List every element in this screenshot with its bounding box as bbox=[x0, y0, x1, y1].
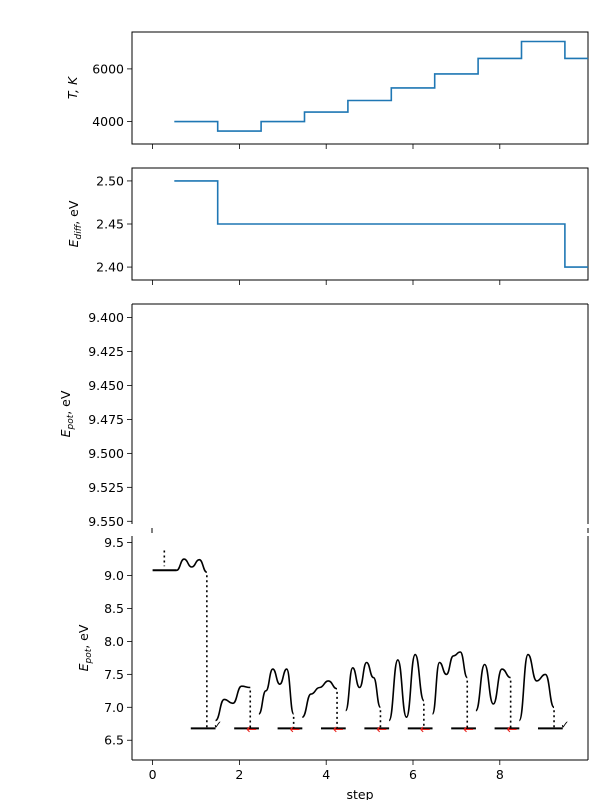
energy-barrier-curve bbox=[344, 661, 382, 712]
y-tick-label: 9.400 bbox=[88, 310, 124, 325]
y-tick-label: 7.0 bbox=[104, 700, 124, 715]
potential-top-label-main: E bbox=[58, 429, 73, 437]
potential-landscape-panel: 6.5 7.0 7.5 8.0 8.5 9.0 9.5 0 2 4 6 8 Epot, eV ste… bbox=[76, 535, 589, 800]
y-tick-label: 9.550 bbox=[88, 514, 124, 529]
y-tick-label: 2.40 bbox=[96, 260, 124, 275]
diffusion-label-sub: diff bbox=[74, 223, 84, 239]
landscape-label-unit: , eV bbox=[76, 624, 91, 649]
y-tick-label: 4000 bbox=[92, 114, 124, 129]
y-tick-label: 8.5 bbox=[104, 601, 124, 616]
energy-barrier-curve bbox=[176, 558, 208, 573]
rejected-move-arrow: ← bbox=[420, 722, 431, 737]
accepted-move-check: ✓ bbox=[213, 718, 222, 731]
y-tick-label: 9.0 bbox=[104, 568, 124, 583]
y-tick-label: 6.5 bbox=[104, 733, 124, 748]
rejected-move-arrow: ← bbox=[506, 722, 517, 737]
rejected-move-arrow: ← bbox=[246, 722, 257, 737]
energy-barrier-curve bbox=[475, 663, 511, 712]
x-axis-label: step bbox=[346, 787, 373, 800]
temperature-series-line bbox=[174, 40, 588, 132]
y-tick-label: 8.0 bbox=[104, 634, 124, 649]
x-tick-label: 0 bbox=[149, 767, 157, 782]
y-tick-label: 2.50 bbox=[96, 173, 124, 188]
y-tick-label: 9.475 bbox=[88, 412, 124, 427]
x-tick-label: 8 bbox=[496, 767, 504, 782]
temperature-axis-label: T, K bbox=[65, 75, 80, 99]
energy-barrier-curve bbox=[388, 653, 425, 722]
rejected-move-arrow: ← bbox=[463, 722, 474, 737]
potential-top-panel: 9.400 9.425 9.450 9.475 9.500 9.525 9.550 Epot… bbox=[58, 303, 589, 533]
landscape-label-sub: pot bbox=[84, 648, 94, 664]
diffusion-axis-label: Ediff, eV bbox=[66, 200, 84, 247]
rejected-move-arrow: ← bbox=[289, 722, 300, 737]
energy-barrier-curve bbox=[301, 680, 338, 718]
landscape-axis-label: Epot, eV bbox=[76, 624, 94, 671]
rejected-move-arrow: ← bbox=[333, 722, 344, 737]
y-tick-label: 6000 bbox=[92, 61, 124, 76]
accepted-move-check: ✓ bbox=[560, 718, 569, 731]
y-tick-label: 9.500 bbox=[88, 446, 124, 461]
potential-top-label-unit: , eV bbox=[58, 390, 73, 415]
rejected-move-arrow: ← bbox=[376, 722, 387, 737]
y-tick-label: 9.525 bbox=[88, 480, 124, 495]
x-tick-label: 4 bbox=[322, 767, 330, 782]
temperature-panel: 4000 6000 T, K bbox=[65, 31, 589, 149]
y-tick-label: 9.5 bbox=[104, 535, 124, 550]
energy-barrier-curve bbox=[518, 653, 555, 722]
landscape-label-main: E bbox=[76, 663, 91, 671]
x-tick-label: 6 bbox=[409, 767, 417, 782]
diffusion-label-main: E bbox=[66, 239, 81, 247]
y-tick-label: 9.450 bbox=[88, 378, 124, 393]
y-tick-label: 2.45 bbox=[96, 217, 124, 232]
potential-top-axis-label: Epot, eV bbox=[58, 390, 76, 437]
potential-top-label-sub: pot bbox=[66, 414, 76, 430]
y-tick-label: 7.5 bbox=[104, 667, 124, 682]
x-tick-label: 2 bbox=[235, 767, 243, 782]
temperature-plot-frame bbox=[131, 31, 589, 145]
diffusion-panel: 2.40 2.45 2.50 Ediff, eV bbox=[66, 167, 589, 285]
energy-barrier-curve bbox=[258, 668, 295, 715]
y-tick-label: 9.425 bbox=[88, 344, 124, 359]
diffusion-label-unit: , eV bbox=[66, 200, 81, 225]
energy-barrier-curve bbox=[431, 651, 469, 715]
energy-barrier-curve bbox=[215, 685, 251, 722]
diffusion-series-line bbox=[174, 180, 588, 268]
